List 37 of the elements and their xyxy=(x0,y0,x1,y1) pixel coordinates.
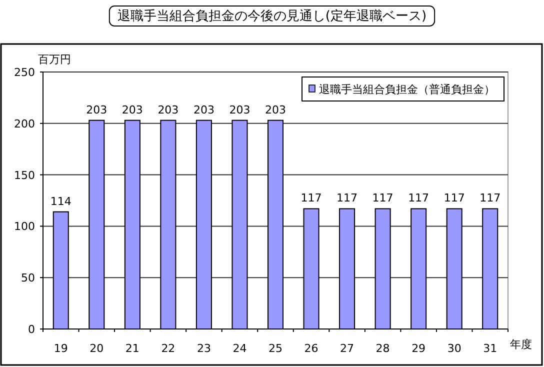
y-tick-label: 100 xyxy=(14,220,35,234)
y-axis-title: 百万円 xyxy=(38,53,71,66)
x-tick-label: 30 xyxy=(447,342,462,355)
data-label: 203 xyxy=(158,103,179,116)
data-label: 117 xyxy=(480,192,501,205)
x-tick-label: 27 xyxy=(340,342,354,355)
x-tick-label: 24 xyxy=(232,342,247,355)
y-tick-label: 0 xyxy=(28,323,35,336)
x-tick-label: 29 xyxy=(412,342,426,355)
data-label: 117 xyxy=(444,192,465,205)
data-label: 203 xyxy=(86,103,108,116)
y-tick-label: 200 xyxy=(14,117,35,130)
data-label: 117 xyxy=(300,192,322,205)
x-tick-label: 31 xyxy=(483,342,498,355)
x-tick-label: 21 xyxy=(125,342,140,355)
data-label: 117 xyxy=(336,192,358,205)
legend: 退職手当組合負担金（普通負担金） xyxy=(302,76,504,102)
x-axis-title: 年度 xyxy=(510,338,532,351)
y-tick-label: 50 xyxy=(21,272,35,285)
data-label: 203 xyxy=(122,103,143,116)
x-tick-label: 22 xyxy=(161,342,176,355)
chart-title: 退職手当組合負担金の今後の見通し(定年退職ベース) xyxy=(117,9,427,24)
x-tick-label: 23 xyxy=(196,342,211,355)
data-label: 203 xyxy=(265,103,286,116)
data-label: 117 xyxy=(408,192,430,205)
x-tick-label: 26 xyxy=(304,342,318,355)
y-tick-label: 250 xyxy=(14,66,35,79)
x-tick-label: 20 xyxy=(90,342,104,355)
data-label: 114 xyxy=(50,194,72,208)
data-label: 117 xyxy=(372,192,394,205)
x-tick-label: 28 xyxy=(376,342,390,355)
legend-label: 退職手当組合負担金（普通負担金） xyxy=(319,83,495,96)
x-tick-label: 25 xyxy=(268,342,282,355)
data-label: 203 xyxy=(193,103,214,116)
data-label: 203 xyxy=(229,103,250,116)
x-tick-label: 19 xyxy=(54,342,68,355)
y-tick-label: 150 xyxy=(14,168,35,182)
